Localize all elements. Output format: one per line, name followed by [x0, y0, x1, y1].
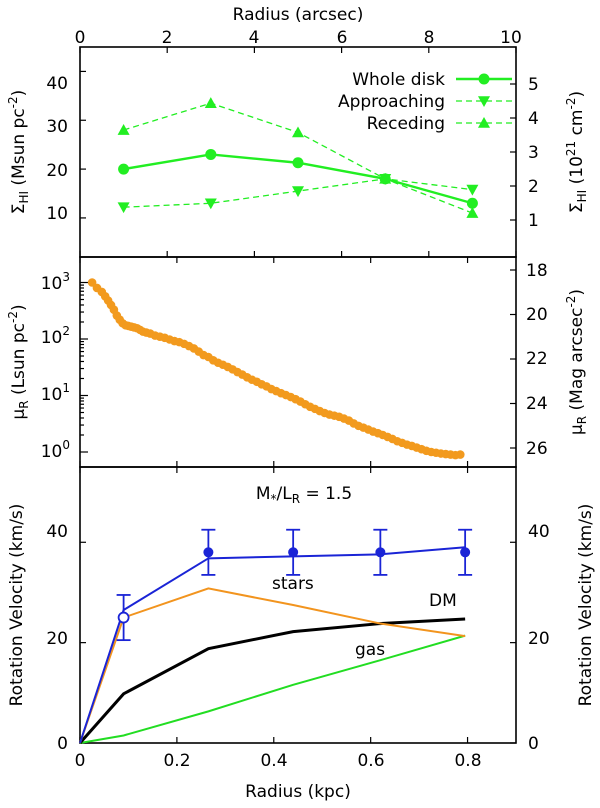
hi-ylabel-right: ΣHI (1021 cm-2) [564, 91, 589, 213]
rc-xtick-0.6: 0.6 [357, 751, 384, 771]
label-dm: DM [429, 591, 457, 611]
rc-right-tick-0: 0 [528, 734, 539, 754]
rc-xlabel: Radius (kpc) [245, 782, 351, 802]
top-tick-2: 2 [162, 28, 173, 48]
sb-right-tick-20: 20 [526, 305, 548, 325]
hi-right-tick-5: 5 [528, 75, 539, 95]
top-axis-label: Radius (arcsec) [233, 5, 364, 25]
hi-point-whole-disk [466, 197, 478, 209]
top-tick-10: 10 [500, 28, 522, 48]
panel-hi-surface-density: Radius (arcsec) 0 2 4 6 8 10 10 20 30 40… [6, 5, 589, 258]
sb-axis-ticks [79, 257, 516, 467]
sb-ytick-1e2: 102 [41, 324, 70, 348]
hi-point-whole-disk [292, 157, 304, 169]
hi-point-receding [204, 97, 217, 108]
rc-observed-point [288, 547, 299, 558]
hi-ylabel-left: ΣHI (Msun pc-2) [6, 90, 31, 215]
rc-observed-point-open [117, 611, 130, 624]
hi-right-tick-4: 4 [528, 109, 539, 129]
rc-xtick-0: 0 [75, 751, 86, 771]
hi-point-receding [379, 172, 392, 184]
label-stars: stars [272, 574, 314, 594]
legend-marker-receding [478, 117, 490, 128]
panel-hi-frame [79, 46, 517, 258]
rc-line-total [79, 546, 466, 744]
sb-points-group [87, 278, 465, 460]
sb-ylabel-left: μR (Lsun pc-2) [6, 304, 31, 419]
panel-rotation-curve: M*/LR = 1.5 0 20 40 0 20 40 0 0.2 0.4 0.… [7, 466, 596, 802]
hi-right-tick-2: 2 [528, 177, 539, 197]
rc-ylabel-right: Rotation Velocity (km/s) [576, 504, 596, 707]
hi-right-tick-3: 3 [528, 143, 539, 163]
legend-marker-whole-disk [478, 73, 490, 85]
sb-right-tick-26: 26 [526, 439, 548, 459]
hi-ytick-10: 10 [46, 204, 68, 224]
top-tick-8: 8 [424, 28, 435, 48]
hi-series-group [117, 97, 479, 218]
top-tick-6: 6 [337, 28, 348, 48]
rc-xtick-0.8: 0.8 [454, 751, 481, 771]
hi-legend-marks [456, 73, 512, 128]
sb-ytick-1e0: 100 [41, 438, 70, 462]
hi-ytick-20: 20 [46, 161, 68, 181]
hi-point-approaching [292, 186, 304, 198]
rc-line-gas [79, 634, 466, 744]
sb-ylabel-right: μR (Mag arcsec-2) [564, 289, 589, 435]
legend-marker-approaching [478, 96, 490, 107]
hi-ytick-30: 30 [46, 117, 68, 137]
rc-line-stars [79, 587, 466, 744]
sb-ytick-1e3: 103 [41, 270, 70, 294]
hi-point-whole-disk [205, 148, 217, 160]
rc-observed-point [460, 547, 471, 558]
hi-legend: Whole disk Approaching Receding [338, 70, 512, 134]
hi-axis-ticks [79, 47, 517, 257]
panel-sb-frame [79, 256, 517, 468]
rc-line-dm [78, 617, 466, 744]
sb-right-tick-22: 22 [526, 349, 548, 369]
rc-title: M*/LR = 1.5 [256, 484, 352, 506]
rc-right-tick-20: 20 [528, 629, 550, 649]
hi-point-approaching [204, 198, 217, 210]
rc-ytick-0: 0 [57, 734, 68, 754]
rc-axis-ticks [79, 467, 516, 744]
sb-right-tick-24: 24 [526, 394, 548, 414]
label-gas: gas [355, 640, 385, 660]
rc-ylabel-left: Rotation Velocity (km/s) [7, 504, 27, 707]
hi-right-tick-1: 1 [528, 211, 539, 231]
legend-label-whole-disk: Whole disk [352, 70, 445, 90]
panel-surface-brightness: 100 101 102 103 18 20 22 24 26 μR (Lsun … [6, 256, 589, 468]
hi-point-receding [466, 207, 479, 218]
hi-point-receding [117, 124, 130, 135]
rc-ytick-20: 20 [46, 629, 68, 649]
rc-ytick-40: 40 [46, 522, 68, 542]
panel-rc-frame [79, 466, 517, 744]
legend-label-receding: Receding [367, 114, 445, 134]
rc-xtick-0.2: 0.2 [163, 751, 190, 771]
hi-point-approaching [117, 202, 130, 214]
rc-series-group [78, 528, 473, 744]
rc-observed-point [375, 547, 386, 558]
rc-right-tick-40: 40 [528, 522, 550, 542]
hi-point-whole-disk [118, 163, 130, 175]
hi-point-approaching [466, 184, 479, 196]
sb-ytick-1e1: 101 [41, 381, 70, 405]
sb-point [455, 450, 465, 459]
top-tick-0: 0 [75, 28, 86, 48]
rc-xtick-0.4: 0.4 [260, 751, 287, 771]
legend-label-approaching: Approaching [338, 92, 445, 112]
sb-right-tick-18: 18 [526, 261, 548, 281]
hi-ytick-40: 40 [46, 74, 68, 94]
top-tick-4: 4 [249, 28, 260, 48]
rc-observed-point [203, 547, 214, 558]
hi-point-receding [292, 126, 304, 138]
